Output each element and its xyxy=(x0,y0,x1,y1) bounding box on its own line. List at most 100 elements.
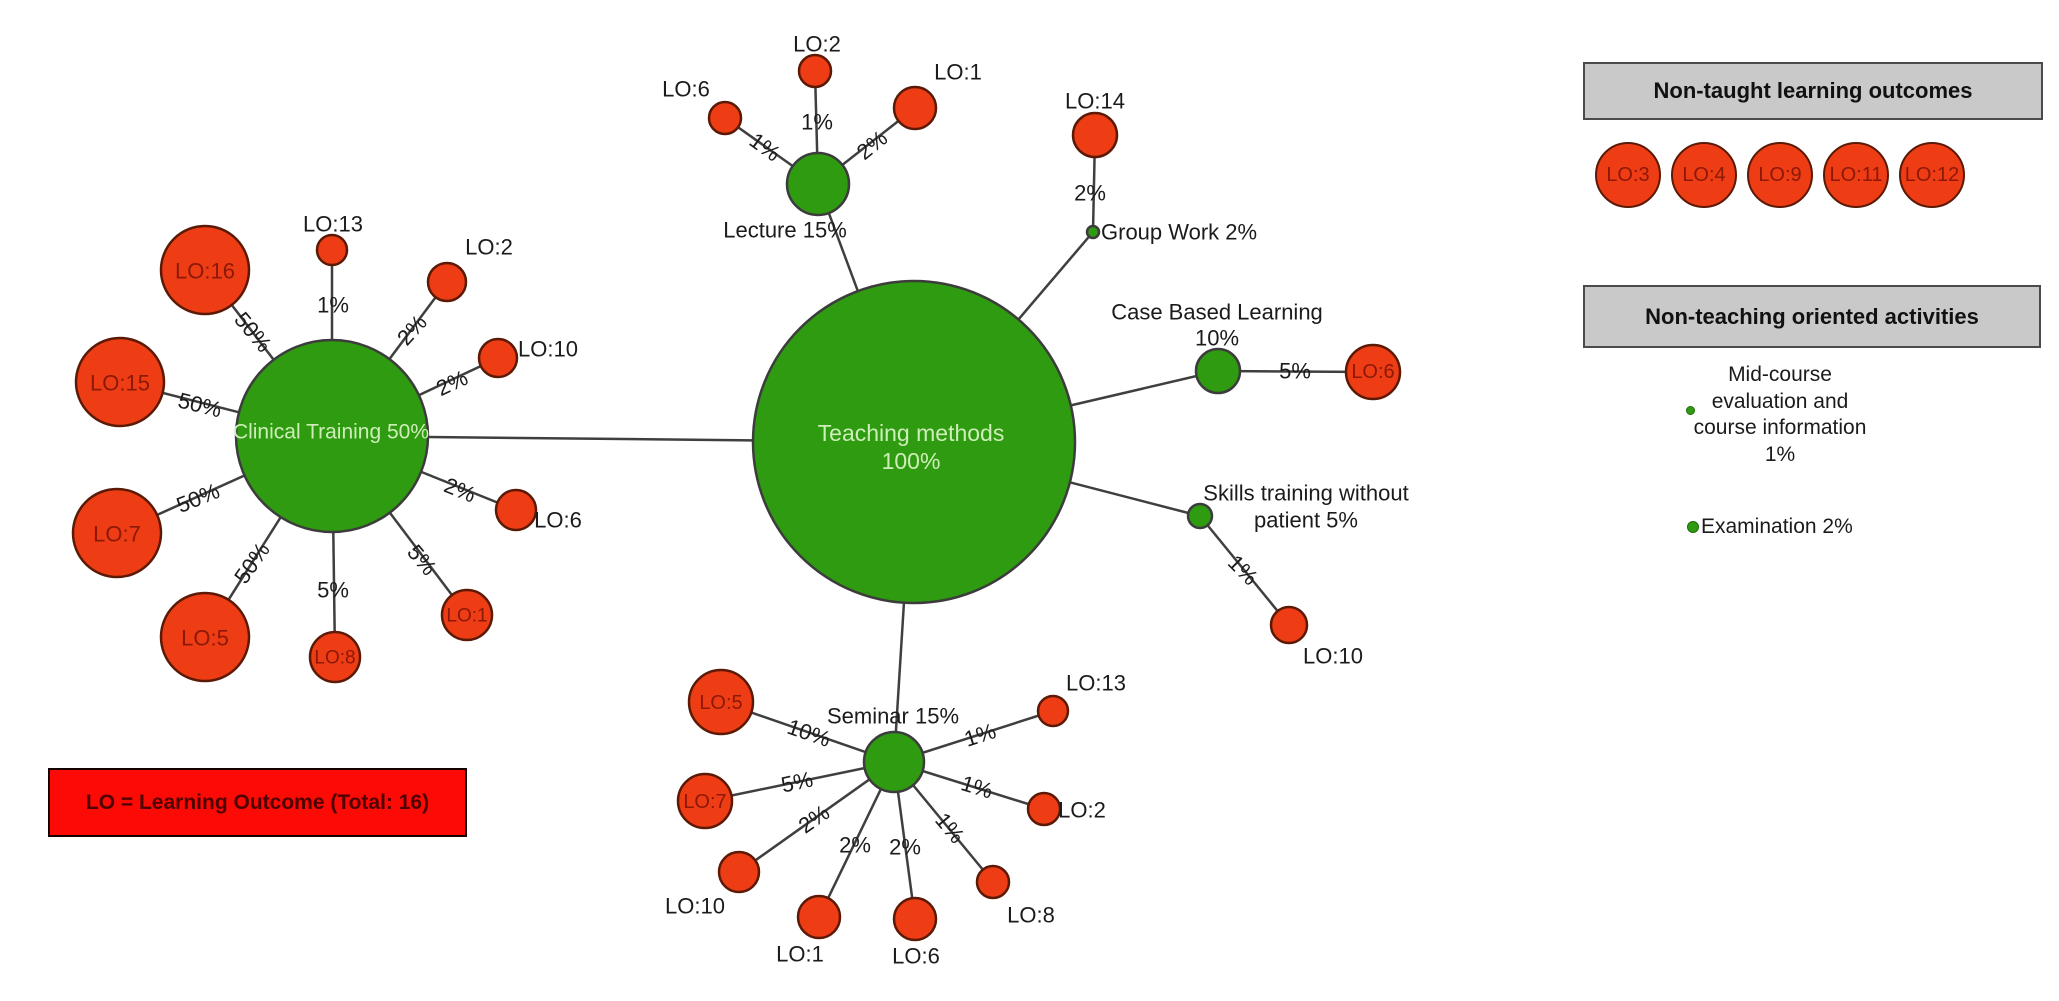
node-seminar-lo2 xyxy=(1026,791,1062,827)
node-seminar-lo10 xyxy=(717,850,761,894)
non-taught-lo-chip: LO:4 xyxy=(1671,142,1737,208)
node-skills-lo10 xyxy=(1269,605,1309,645)
edge-seminar-seminar-lo7 xyxy=(704,760,895,803)
edge-skills-training-skills-lo10 xyxy=(1199,515,1290,626)
mid-course-line-3: course information xyxy=(1693,416,1867,439)
node-seminar-lo1 xyxy=(796,894,842,940)
node-label-clinical-lo16: LO:16 xyxy=(175,259,235,284)
node-clinical-lo6 xyxy=(494,488,538,532)
node-groupwork-lo14 xyxy=(1071,111,1119,159)
node-label-clinical-lo7: LO:7 xyxy=(93,522,141,547)
node-label-seminar-lo7: LO:7 xyxy=(683,791,726,813)
node-label-clinical-lo1: LO:1 xyxy=(446,606,487,627)
edge-label-lecture-lecture-lo6: 1% xyxy=(745,128,785,167)
node-skills-training xyxy=(1186,502,1214,530)
node-label-clinical-lo5: LO:5 xyxy=(181,626,229,651)
node-clinical-training xyxy=(234,338,430,534)
mid-course-line-1: Mid-course xyxy=(1728,363,1832,386)
non-taught-outcomes-row: LO:3 LO:4 LO:9 LO:11 LO:12 xyxy=(1595,142,1965,208)
node-label-groupwork-lo14: LO:14 xyxy=(1065,89,1125,114)
node-label-clinical-lo6: LO:6 xyxy=(534,508,582,533)
mid-course-line-2: evaluation and xyxy=(1711,389,1849,413)
node-clinical-lo16 xyxy=(159,224,251,316)
node-label-case-based-learning: Case Based Learning xyxy=(1111,300,1323,325)
non-taught-panel: Non-taught learning outcomes xyxy=(1583,62,2043,120)
non-taught-panel-title: Non-taught learning outcomes xyxy=(1653,78,1973,103)
node-label-teaching-methods: Teaching methods xyxy=(818,420,1005,446)
edge-label-lecture-lecture-lo2: 1% xyxy=(801,110,833,135)
node-label-clinical-training: Clinical Training 50% xyxy=(233,421,429,444)
node-label-case-based-learning: 10% xyxy=(1195,326,1239,351)
lo-definition-note: LO = Learning Outcome (Total: 16) xyxy=(48,768,467,837)
mid-course-activity-label: Mid-course evaluation and course informa… xyxy=(1630,362,1930,468)
node-group-work xyxy=(1085,224,1101,240)
node-clinical-lo8 xyxy=(308,630,362,684)
edge-label-clinical-training-clinical-lo6: 2% xyxy=(441,472,480,507)
node-label-casebased-lo6: LO:6 xyxy=(1351,361,1394,383)
node-label-seminar-lo1: LO:1 xyxy=(776,942,824,967)
non-taught-lo-chip: LO:3 xyxy=(1595,142,1661,208)
node-clinical-lo1 xyxy=(440,588,494,642)
mid-course-dot-icon xyxy=(1686,406,1695,415)
node-label-seminar-lo13: LO:13 xyxy=(1066,671,1126,696)
node-label-lecture-lo1: LO:1 xyxy=(934,60,982,85)
node-label-clinical-lo13: LO:13 xyxy=(303,212,363,237)
node-case-based-learning xyxy=(1194,347,1242,395)
edge-label-clinical-training-clinical-lo10: 2% xyxy=(432,365,471,401)
node-seminar-lo13 xyxy=(1036,694,1070,728)
examination-activity-label: Examination 2% xyxy=(1701,515,1853,538)
mid-course-line-4: 1% xyxy=(1764,442,1796,466)
node-clinical-lo15 xyxy=(74,336,166,428)
node-seminar xyxy=(862,730,926,794)
node-label-clinical-lo2: LO:2 xyxy=(465,235,513,260)
edge-label-clinical-training-clinical-lo16: 50% xyxy=(229,307,276,357)
edge-label-seminar-seminar-lo7: 5% xyxy=(779,766,815,797)
node-clinical-lo7 xyxy=(71,487,163,579)
node-clinical-lo10 xyxy=(477,337,519,379)
edge-label-group-work-groupwork-lo14: 2% xyxy=(1074,181,1106,206)
edge-label-seminar-seminar-lo6: 2% xyxy=(889,835,921,860)
edge-seminar-seminar-lo10 xyxy=(738,760,895,874)
non-taught-lo-chip: LO:12 xyxy=(1899,142,1965,208)
node-seminar-lo8 xyxy=(975,864,1011,900)
edge-label-case-based-learning-casebased-lo6: 5% xyxy=(1279,359,1311,384)
node-label-lecture: Lecture 15% xyxy=(723,218,847,243)
node-label-seminar: Seminar 15% xyxy=(827,704,959,729)
non-taught-lo-chip: LO:11 xyxy=(1823,142,1889,208)
non-teaching-panel: Non-teaching oriented activities xyxy=(1583,285,2041,348)
node-label-seminar-lo6: LO:6 xyxy=(892,944,940,969)
node-label-seminar-lo10: LO:10 xyxy=(665,894,725,919)
examination-dot-icon xyxy=(1687,521,1699,533)
node-label-lecture-lo6: LO:6 xyxy=(662,77,710,102)
node-teaching-methods xyxy=(751,279,1077,605)
non-taught-lo-chip: LO:9 xyxy=(1747,142,1813,208)
edge-label-clinical-training-clinical-lo15: 50% xyxy=(176,388,225,423)
node-label-clinical-lo10: LO:10 xyxy=(518,337,578,362)
edge-label-seminar-seminar-lo1: 2% xyxy=(839,833,871,858)
node-label-skills-training: patient 5% xyxy=(1254,508,1358,533)
node-casebased-lo6 xyxy=(1344,343,1402,401)
node-label-teaching-methods: 100% xyxy=(882,448,941,474)
node-lecture xyxy=(785,151,851,217)
node-lecture-lo2 xyxy=(797,53,833,89)
edge-label-seminar-seminar-lo10: 2% xyxy=(794,800,834,839)
edge-label-seminar-seminar-lo13: 1% xyxy=(961,718,999,752)
node-seminar-lo5 xyxy=(687,668,755,736)
node-clinical-lo13 xyxy=(315,233,349,267)
node-seminar-lo7 xyxy=(676,772,734,830)
node-label-skills-training: Skills training without xyxy=(1203,481,1408,506)
node-seminar-lo6 xyxy=(892,896,938,942)
node-lecture-lo1 xyxy=(892,85,938,131)
node-label-group-work: Group Work 2% xyxy=(1101,220,1257,245)
edge-label-clinical-training-clinical-lo2: 2% xyxy=(392,310,432,350)
edge-label-seminar-seminar-lo2: 1% xyxy=(958,770,996,803)
node-label-skills-lo10: LO:10 xyxy=(1303,644,1363,669)
node-label-seminar-lo2: LO:2 xyxy=(1058,798,1106,823)
node-label-seminar-lo5: LO:5 xyxy=(699,692,742,714)
node-label-clinical-lo15: LO:15 xyxy=(90,371,150,396)
node-label-clinical-lo8: LO:8 xyxy=(314,648,355,669)
edge-label-clinical-training-clinical-lo7: 50% xyxy=(173,478,223,518)
non-teaching-panel-title: Non-teaching oriented activities xyxy=(1645,303,1979,329)
